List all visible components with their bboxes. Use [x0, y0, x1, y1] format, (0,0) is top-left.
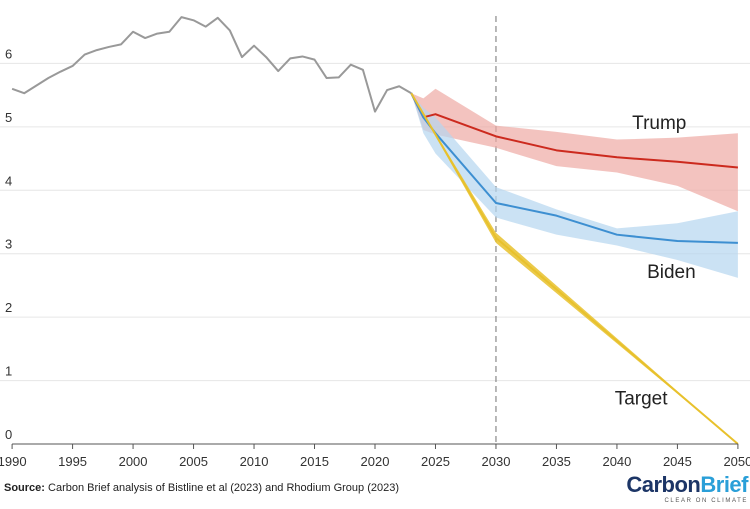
series-label-target: Target	[615, 389, 669, 410]
x-tick-label: 1990	[0, 454, 27, 469]
logo-wordmark: CarbonBrief	[626, 474, 748, 496]
x-tick-label: 2040	[602, 454, 631, 469]
gridlines	[0, 62, 750, 382]
x-tick-label: 2015	[300, 454, 329, 469]
x-tick-label: 2045	[663, 454, 692, 469]
x-tick-label: 2020	[361, 454, 390, 469]
series-label-biden: Biden	[647, 262, 696, 283]
band-biden	[411, 93, 738, 278]
source-text: Carbon Brief analysis of Bistline et al …	[44, 482, 399, 494]
y-tick-label: 0	[5, 427, 12, 442]
y-tick-label: 5	[5, 110, 12, 125]
logo-word-brief: Brief	[700, 472, 748, 497]
x-tick-label: 2010	[240, 454, 269, 469]
y-tick-label: 1	[5, 364, 12, 379]
y-tick-label: 6	[5, 46, 12, 61]
x-tick-label: 1995	[58, 454, 87, 469]
series-label-trump: Trump	[632, 113, 686, 134]
labels: 0 1 2 3 4 5 6 1990 1995 2000 2005 2010 2015 2020 2025 2…	[0, 46, 750, 469]
x-axis	[11, 443, 739, 449]
x-tick-label: 2000	[119, 454, 148, 469]
historical-line	[11, 16, 412, 113]
y-tick-label: 2	[5, 300, 12, 315]
carbon-brief-logo: CarbonBrief CLEAR ON CLIMATE	[626, 474, 748, 505]
band-trump	[411, 88, 738, 212]
y-tick-label: 3	[5, 237, 12, 252]
logo-word-carbon: Carbon	[626, 472, 701, 497]
emissions-chart: 0 1 2 3 4 5 6 1990 1995 2000 2005 2010 2015 2020 2025 2…	[0, 16, 750, 469]
logo-tagline: CLEAR ON CLIMATE	[664, 498, 748, 504]
line-target	[410, 92, 739, 445]
source-prefix: Source:	[4, 482, 45, 494]
x-tick-label: 2005	[179, 454, 208, 469]
source-note: Source: Carbon Brief analysis of Bistlin…	[4, 482, 399, 494]
x-tick-label: 2025	[421, 454, 450, 469]
uncertainty-bands	[411, 88, 738, 445]
x-tick-label: 2050	[723, 454, 750, 469]
x-tick-label: 2030	[482, 454, 511, 469]
series-lines	[11, 16, 739, 445]
line-biden	[410, 92, 738, 244]
x-tick-label: 2035	[542, 454, 571, 469]
y-tick-label: 4	[5, 173, 12, 188]
